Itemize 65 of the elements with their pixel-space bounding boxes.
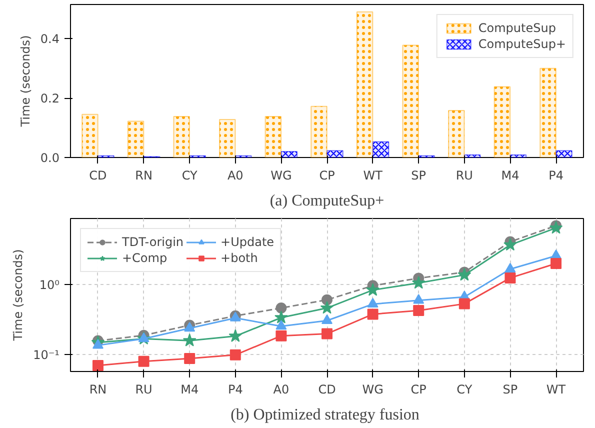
point [276, 302, 287, 314]
x-tick-label: RN [135, 168, 152, 182]
x-tick-label: A0 [273, 382, 290, 396]
point [413, 304, 424, 316]
x-tick-label: WG [362, 382, 384, 396]
x-tick-label: RN [89, 382, 107, 396]
y-axis-title: Time (seconds) [11, 249, 26, 342]
y-axis-title: Time (seconds) [18, 35, 32, 128]
y-tick-label: 0.0 [40, 151, 60, 165]
x-tick-label: SP [502, 382, 518, 396]
point [504, 262, 516, 273]
legend-label: +Update [220, 235, 274, 249]
point [322, 328, 332, 340]
x-tick-label: M4 [501, 168, 520, 182]
point [504, 272, 516, 284]
point [228, 329, 242, 342]
point [322, 294, 332, 306]
x-tick-label: P4 [228, 382, 243, 396]
x-tick-label: P4 [548, 168, 564, 182]
point [184, 352, 196, 364]
x-tick-label: WG [270, 168, 292, 182]
legend-label: +both [220, 251, 258, 265]
point [230, 349, 241, 360]
point [413, 294, 424, 304]
x-tick-label: CP [410, 382, 426, 396]
y-tick-label: 10⁰ [39, 278, 60, 292]
point [458, 268, 472, 281]
y-tick-label: 10⁻¹ [33, 348, 60, 362]
x-tick-label: CD [318, 382, 336, 396]
x-tick-label: CY [456, 382, 473, 396]
point [92, 360, 104, 372]
x-tick-label: A0 [227, 168, 244, 182]
point [138, 356, 150, 367]
x-tick-label: CD [89, 168, 107, 182]
legend-label: ComputeSup+ [478, 37, 566, 51]
point [92, 339, 104, 349]
legend-label: ComputeSup [478, 21, 556, 35]
x-tick-label: RU [135, 382, 152, 396]
point [276, 330, 287, 342]
point [367, 298, 378, 308]
text: (b) Optimized strategy fusion [230, 406, 420, 424]
x-tick-label: CY [182, 168, 198, 182]
point [182, 334, 196, 346]
point [276, 320, 287, 330]
x-tick-label: WT [363, 168, 384, 182]
point [550, 258, 562, 269]
legend-label: TDT-origin [122, 235, 184, 249]
point [274, 310, 288, 324]
point [458, 298, 470, 310]
point [549, 220, 563, 234]
point [504, 238, 517, 251]
point [412, 276, 426, 289]
point [322, 314, 332, 324]
x-tick-label: WT [546, 382, 566, 396]
text: (a) ComputeSup+ [270, 192, 384, 210]
x-tick-label: M4 [180, 382, 199, 396]
point [367, 308, 378, 320]
point [366, 283, 380, 296]
x-tick-label: SP [411, 168, 426, 182]
legend-label: +Comp [122, 251, 168, 265]
x-tick-label: RU [456, 168, 473, 182]
x-tick-label: CP [319, 168, 335, 182]
point [320, 301, 334, 314]
y-tick-label: 0.2 [40, 92, 60, 106]
y-tick-label: 0.4 [40, 32, 60, 46]
